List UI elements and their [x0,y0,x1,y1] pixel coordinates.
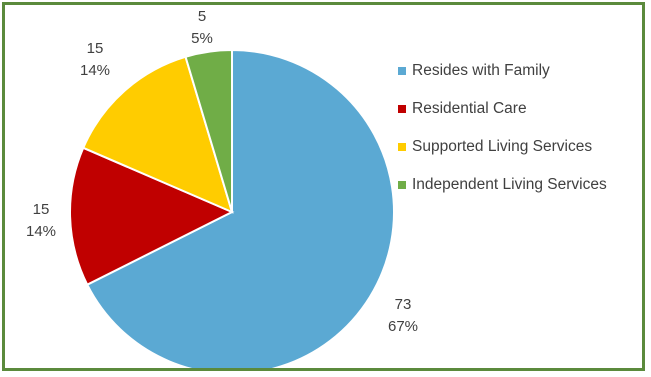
legend-swatch-resides-with-family [398,67,406,75]
chart-frame: 73 67% 15 14% 15 14% 5 5% Resides with Family Re… [2,2,645,371]
data-label-percent-residential-care: 14% [26,223,56,240]
legend-swatch-supported-living-services [398,143,406,151]
legend-swatch-residential-care [398,105,406,113]
pie-slice-supported-living-services [81,55,234,214]
legend-swatch-independent-living-services [398,181,406,189]
legend-label-supported-living-services: Supported Living Services [412,138,592,155]
legend-label-independent-living-services: Independent Living Services [412,176,607,193]
data-labels: 73 67% 15 14% 15 14% 5 5% [26,8,418,335]
data-label-value-resides-with-family: 73 [395,296,412,313]
pie-slice-resides-with-family [85,48,395,368]
data-label-value-residential-care: 15 [33,201,50,218]
legend-label-resides-with-family: Resides with Family [412,62,550,79]
data-label-percent-resides-with-family: 67% [388,318,418,335]
data-label-percent-independent-living-services: 5% [191,30,213,47]
pie-slice-residential-care [69,146,235,287]
legend-label-residential-care: Residential Care [412,100,527,117]
data-label-value-independent-living-services: 5 [198,8,206,25]
data-label-percent-supported-living-services: 14% [80,62,110,79]
pie-slice-independent-living-services [184,48,233,213]
data-label-value-supported-living-services: 15 [87,40,104,57]
pie-slices [69,48,395,368]
legend: Resides with Family Residential Care Suppo… [398,62,607,193]
